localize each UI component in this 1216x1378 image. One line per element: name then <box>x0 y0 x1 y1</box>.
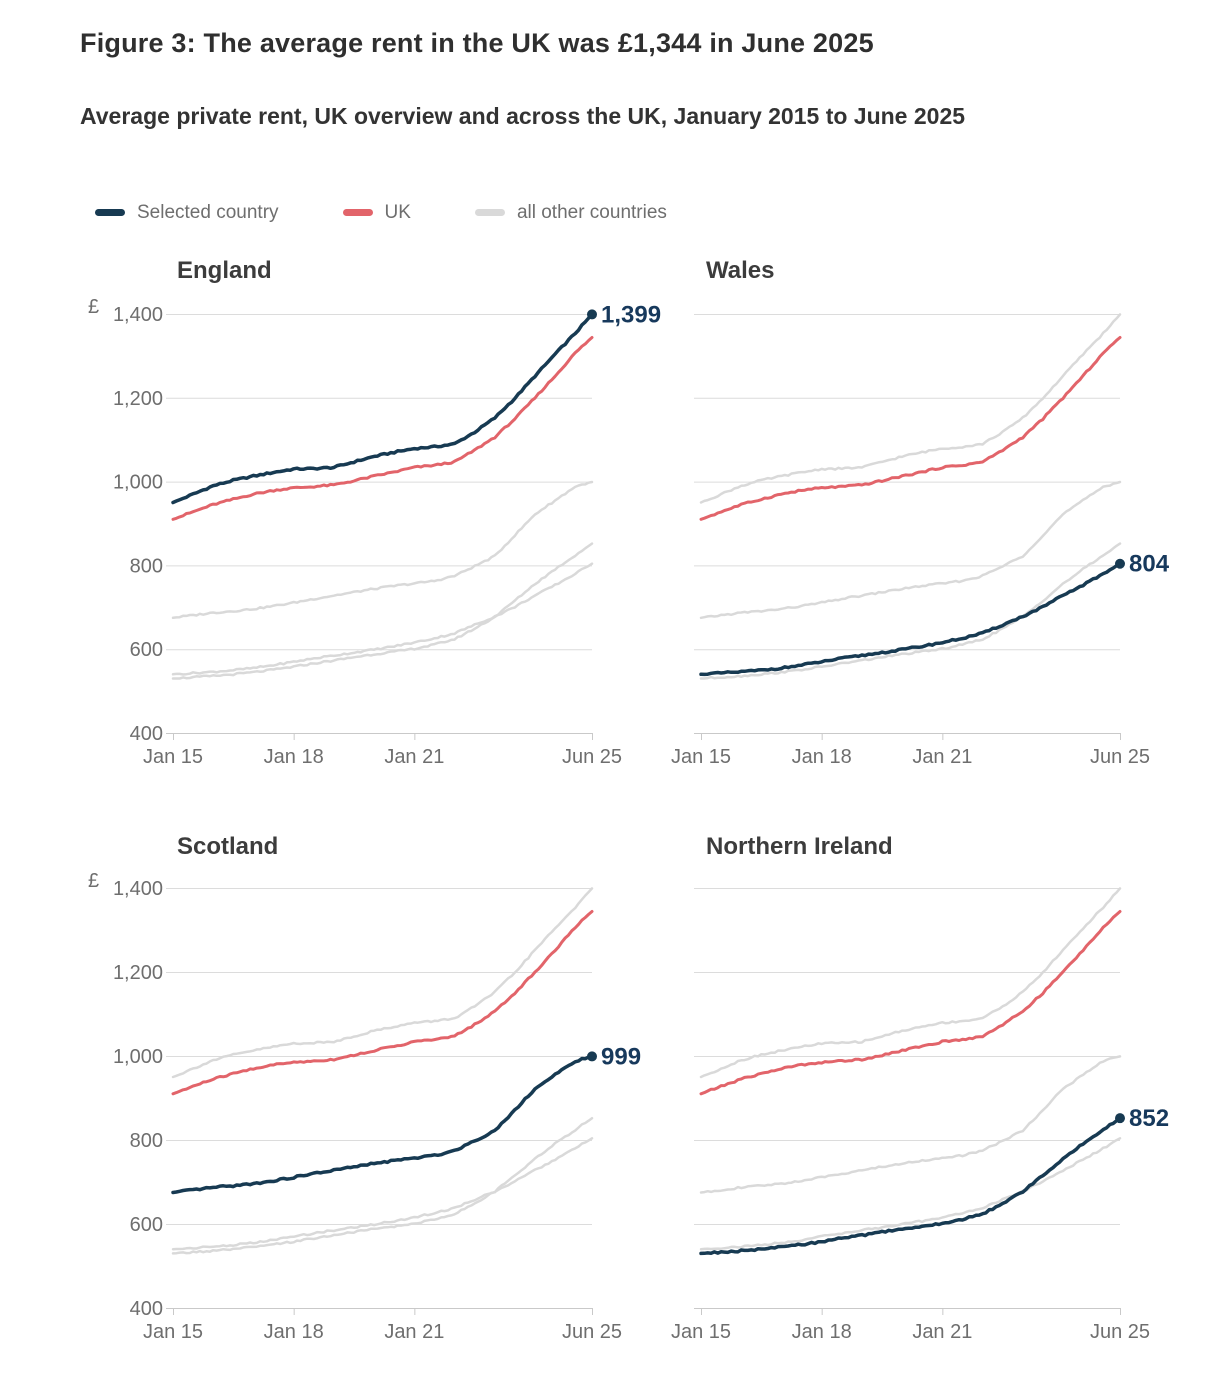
legend-item-selected-country: Selected country <box>95 202 279 224</box>
y-tick-label: 1,000 <box>113 472 163 494</box>
end-value-label: 1,399 <box>601 301 661 328</box>
other-line-wales <box>699 1137 1122 1251</box>
panel-england: Jan 15 Jan 18 Jan 21 Jun 25 400 600 800 1,000 1,… <box>88 296 661 768</box>
y-tick-label: 1,000 <box>113 1046 163 1068</box>
other-line-wales <box>171 562 594 676</box>
other-line-northern-ireland <box>171 1116 594 1255</box>
y-tick-label: 1,400 <box>113 304 163 326</box>
selected-line-scotland <box>171 1054 594 1195</box>
end-point-dot <box>587 1051 597 1062</box>
end-point-dot <box>1115 558 1125 569</box>
x-tick-label: Jun 25 <box>1090 1321 1150 1343</box>
other-line-wales <box>171 1137 594 1251</box>
legend-swatch-selected-country <box>95 209 125 216</box>
legend-swatch-all-other-countries <box>474 209 505 216</box>
x-tick-label: Jun 25 <box>1090 746 1150 768</box>
other-line-scotland <box>699 1055 1122 1194</box>
end-value-label: 804 <box>1129 551 1170 578</box>
x-tick-label: Jan 18 <box>792 746 852 768</box>
y-tick-label: 600 <box>130 1214 163 1236</box>
other-line-scotland <box>171 480 594 620</box>
x-tick-label: Jan 21 <box>912 1321 972 1343</box>
x-tick-label: Jan 15 <box>671 746 731 768</box>
y-tick-label: 1,200 <box>113 388 163 410</box>
x-tick-label: Jan 18 <box>264 1321 324 1343</box>
x-tick-label: Jan 21 <box>384 746 444 768</box>
panel-wales: Jan 15 Jan 18 Jan 21 Jun 25 804 <box>671 313 1170 768</box>
panel-title-northern-ireland: Northern Ireland <box>706 833 893 860</box>
y-tick-label: 400 <box>130 723 163 745</box>
selected-line-northern-ireland <box>699 1116 1122 1256</box>
uk-line-uk <box>171 336 594 521</box>
end-value-label: 999 <box>601 1043 641 1070</box>
x-tick-label: Jan 15 <box>143 1321 203 1343</box>
pound-unit-label: £ <box>88 870 99 892</box>
end-value-label: 852 <box>1129 1105 1169 1132</box>
legend-label-uk: UK <box>384 202 411 223</box>
other-line-england <box>699 313 1122 504</box>
x-tick-label: Jan 18 <box>264 746 324 768</box>
legend-item-uk: UK <box>342 202 411 224</box>
x-tick-label: Jan 15 <box>143 746 203 768</box>
uk-line-uk <box>699 336 1122 521</box>
y-tick-label: 800 <box>130 1130 163 1152</box>
x-tick-label: Jan 21 <box>384 1321 444 1343</box>
panel-title-scotland: Scotland <box>177 833 279 860</box>
legend-item-all-other-countries: all other countries <box>474 202 667 224</box>
end-point-dot <box>1115 1113 1125 1124</box>
y-tick-label: 1,400 <box>113 878 163 900</box>
legend-label-selected-country: Selected country <box>137 202 279 223</box>
y-tick-label: 800 <box>130 555 163 577</box>
other-line-scotland <box>699 480 1122 620</box>
y-tick-label: 400 <box>130 1298 163 1320</box>
x-tick-label: Jan 15 <box>671 1321 731 1343</box>
y-tick-label: 600 <box>130 639 163 661</box>
panel-northern-ireland: Jan 15 Jan 18 Jan 21 Jun 25 852 <box>671 887 1169 1343</box>
legend-swatch-uk <box>342 209 373 216</box>
selected-line-england <box>171 312 594 505</box>
other-line-northern-ireland <box>171 542 594 680</box>
y-tick-label: 1,200 <box>113 962 163 984</box>
other-line-england <box>171 887 594 1079</box>
figure-title: Figure 3: The average rent in the UK was… <box>80 28 874 58</box>
panel-scotland: Jan 15 Jan 18 Jan 21 Jun 25 400 600 800 1,000 1,… <box>88 870 641 1343</box>
other-line-northern-ireland <box>699 542 1122 680</box>
other-line-england <box>699 887 1122 1079</box>
uk-line-uk <box>699 910 1122 1096</box>
end-point-dot <box>587 309 597 320</box>
uk-line-uk <box>171 910 594 1096</box>
chart-legend: Selected country UK all other countries <box>95 202 667 224</box>
figure-subtitle: Average private rent, UK overview and ac… <box>80 103 966 129</box>
panel-title-england: England <box>177 257 272 284</box>
x-tick-label: Jan 21 <box>912 746 972 768</box>
pound-unit-label: £ <box>88 296 99 318</box>
selected-line-wales <box>699 561 1122 677</box>
x-tick-label: Jan 18 <box>792 1321 852 1343</box>
legend-label-all-other-countries: all other countries <box>516 202 667 223</box>
x-tick-label: Jun 25 <box>562 746 622 768</box>
panel-title-wales: Wales <box>706 257 775 284</box>
x-tick-label: Jun 25 <box>562 1321 622 1343</box>
